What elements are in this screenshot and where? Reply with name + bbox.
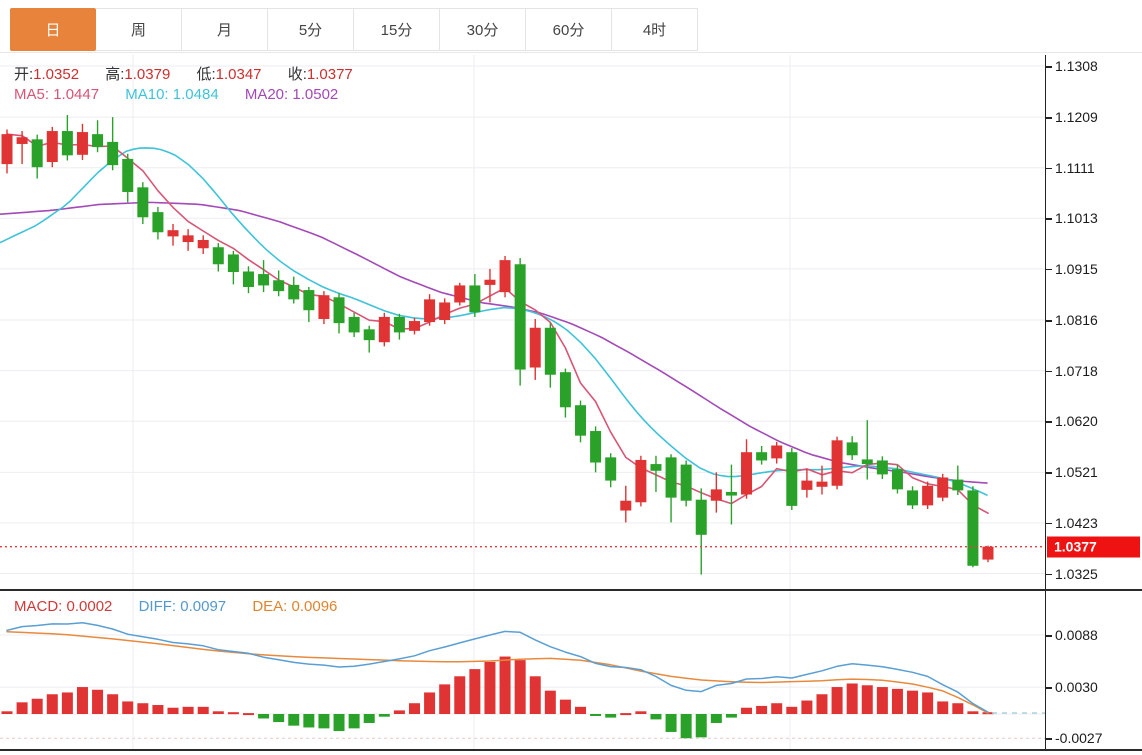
tab-interval-日[interactable]: 日 — [10, 8, 96, 51]
ohlc-header: 开:1.0352 高:1.0379 低:1.0347 收:1.0377 — [14, 63, 375, 84]
ma5-value: 1.0447 — [53, 86, 100, 103]
tab-interval-4时[interactable]: 4时 — [612, 8, 698, 51]
axis-tick-mark — [1046, 573, 1052, 576]
diff-value: 0.0097 — [180, 598, 227, 615]
axis-tick-mark — [1046, 522, 1052, 525]
tab-interval-30分[interactable]: 30分 — [440, 8, 526, 51]
ma-header: MA5: 1.0447 MA10: 1.0484 MA20: 1.0502 — [14, 86, 360, 103]
ma5-label: MA5: — [14, 86, 50, 103]
macd-label: MACD: — [14, 598, 63, 615]
tab-interval-60分[interactable]: 60分 — [526, 8, 612, 51]
axis-tick-label: 1.1308 — [1055, 58, 1098, 74]
candlestick-chart[interactable] — [0, 55, 1045, 589]
axis-tick-label: 1.0718 — [1055, 362, 1098, 379]
ma20-value: 1.0502 — [292, 86, 339, 103]
open-value: 1.0352 — [33, 66, 80, 83]
dea-value: 0.0096 — [291, 598, 338, 615]
panel-divider — [0, 589, 1142, 591]
tab-interval-15分[interactable]: 15分 — [354, 8, 440, 51]
close-label: 收: — [287, 66, 307, 83]
axis-tick-label: 1.0521 — [1055, 464, 1098, 481]
diff-label: DIFF: — [138, 598, 177, 615]
axis-tick-label: 1.0816 — [1055, 312, 1098, 329]
axis-tick-label: -0.0027 — [1055, 730, 1103, 747]
axis-tick-mark — [1046, 167, 1052, 170]
axis-tick-label: 1.1013 — [1055, 210, 1098, 227]
axis-tick-label: 1.1111 — [1055, 159, 1095, 176]
axis-tick-mark — [1046, 738, 1052, 740]
last-price-badge: 1.0377 — [1047, 536, 1140, 558]
axis-tick-mark — [1046, 320, 1052, 322]
axis-tick-mark — [1046, 472, 1052, 474]
ma20-label: MA20: — [244, 86, 289, 103]
tab-interval-周[interactable]: 周 — [96, 8, 182, 51]
axis-tick-label: 0.0088 — [1055, 627, 1098, 643]
high-label: 高: — [105, 66, 125, 83]
low-label: 低: — [196, 66, 216, 83]
tab-interval-5分[interactable]: 5分 — [268, 8, 354, 51]
axis-tick-mark — [1046, 268, 1052, 271]
axis-tick-label: 1.1209 — [1055, 109, 1098, 126]
close-value: 1.0377 — [306, 66, 353, 83]
tab-interval-月[interactable]: 月 — [182, 8, 268, 51]
axis-tick-mark — [1046, 218, 1052, 220]
axis-tick-label: 0.0030 — [1055, 679, 1098, 696]
macd-value: 0.0002 — [66, 598, 113, 615]
value-axis: 1.0377 1.1308 1.1209 1.1111 1.1013 1.0915 1.0… — [1045, 55, 1142, 749]
open-label: 开: — [14, 66, 34, 83]
high-value: 1.0379 — [124, 66, 171, 83]
axis-tick-mark — [1046, 635, 1052, 637]
axis-tick-mark — [1046, 66, 1052, 68]
tabbar-underline — [0, 52, 1142, 53]
ma10-value: 1.0484 — [172, 86, 219, 103]
bottom-border — [0, 749, 1142, 751]
axis-tick-label: 1.0915 — [1055, 260, 1098, 277]
ma10-label: MA10: — [125, 86, 169, 103]
low-value: 1.0347 — [215, 66, 262, 83]
interval-tabbar: 日周月 5分 15分 30分 60分 4时 — [10, 8, 698, 51]
dea-label: DEA: — [252, 598, 288, 615]
axis-tick-label: 1.0423 — [1055, 514, 1098, 531]
axis-tick-mark — [1046, 117, 1052, 119]
axis-tick-label: 1.0325 — [1055, 565, 1098, 582]
axis-tick-mark — [1046, 370, 1052, 373]
axis-tick-mark — [1046, 421, 1052, 423]
macd-chart[interactable] — [0, 592, 1045, 749]
axis-tick-mark — [1046, 687, 1052, 689]
axis-tick-label: 1.0620 — [1055, 413, 1098, 430]
macd-header: MACD: 0.0002 DIFF: 0.0097 DEA: 0.0096 — [14, 598, 359, 615]
